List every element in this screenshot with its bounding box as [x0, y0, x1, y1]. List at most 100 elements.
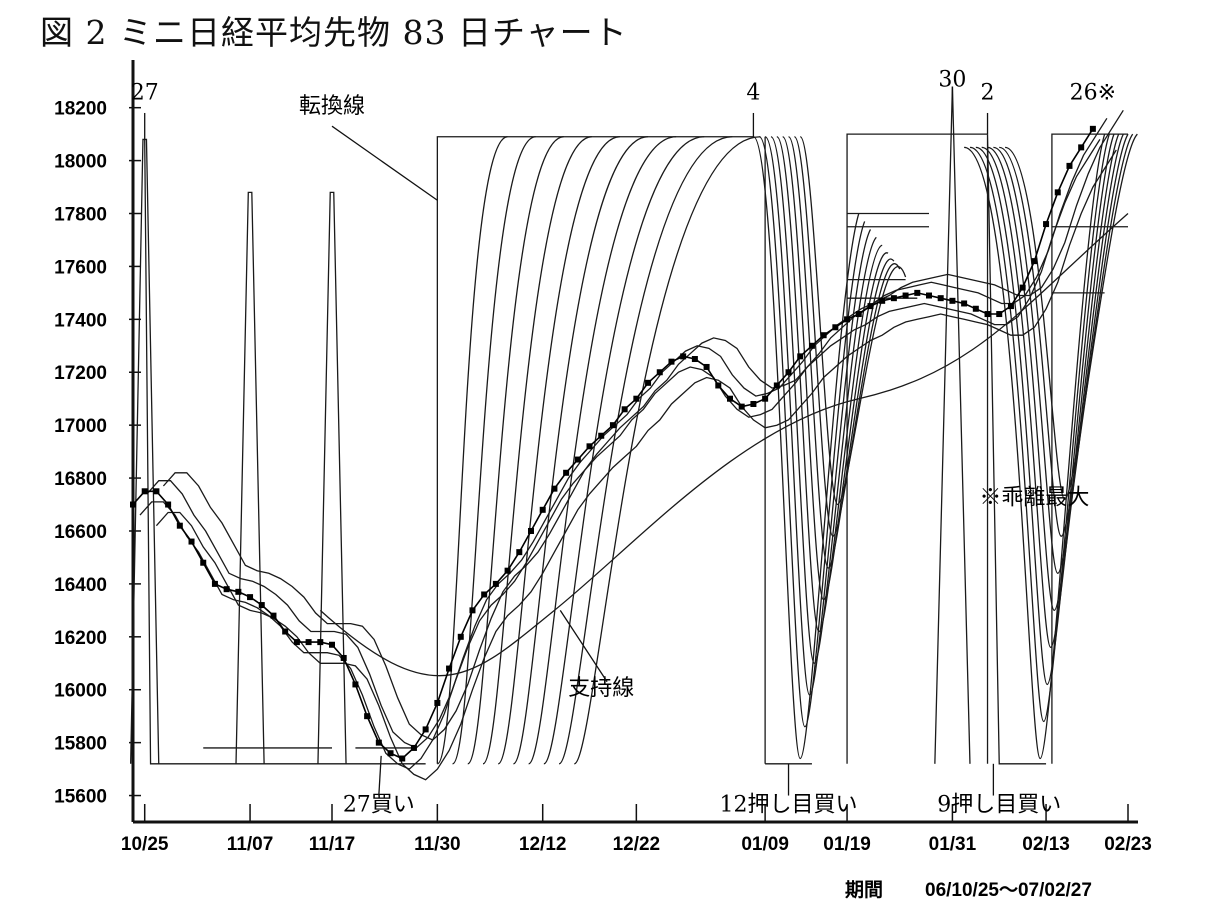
indicator-line	[999, 133, 1134, 537]
price-point	[130, 501, 136, 508]
y-tick-label: 17200	[54, 363, 107, 384]
indicator-line	[130, 138, 160, 764]
annotation: 4	[746, 81, 760, 106]
price-point	[563, 469, 570, 476]
price-point	[481, 591, 488, 598]
price-point	[668, 358, 675, 365]
price-point	[855, 311, 862, 318]
price-point	[165, 501, 172, 508]
price-point	[539, 506, 546, 513]
y-tick-label: 16600	[54, 522, 107, 543]
price-point	[715, 382, 722, 389]
price-point	[890, 295, 897, 302]
price-point	[621, 406, 628, 413]
price-point	[656, 369, 663, 376]
price-point	[926, 292, 932, 299]
x-tick-label: 10/25	[121, 834, 169, 855]
annotation: 26※	[1070, 81, 1116, 106]
price-point	[387, 750, 394, 757]
indicator-line	[144, 139, 426, 765]
price-point	[586, 443, 593, 450]
price-point	[785, 369, 792, 376]
price-point	[434, 699, 441, 706]
indicator-line	[752, 136, 860, 760]
annotation-leader	[378, 755, 382, 796]
price-point	[410, 744, 417, 751]
indicator-line	[758, 136, 866, 728]
indicator-line	[993, 133, 1129, 574]
price-point	[235, 588, 242, 595]
annotation: 12押し目買い	[720, 792, 858, 817]
indicator-line	[317, 191, 347, 764]
price-point	[153, 488, 160, 495]
indicator-line	[776, 136, 883, 633]
indicator-line	[986, 134, 1047, 765]
price-point	[1019, 284, 1026, 291]
price-point	[598, 432, 605, 439]
indicator-line	[451, 136, 536, 765]
price-point	[773, 382, 780, 389]
price-point	[1054, 189, 1061, 196]
price-point	[867, 303, 874, 310]
price-point	[551, 485, 558, 492]
price-point	[645, 379, 652, 386]
price-point	[574, 456, 581, 463]
price-point	[808, 342, 815, 349]
price-point	[270, 612, 277, 619]
indicator-line	[146, 117, 1108, 749]
indicator-line	[155, 149, 1117, 781]
x-tick-label: 11/17	[309, 834, 356, 855]
y-tick-label: 16400	[54, 575, 107, 596]
x-tick-label: 01/31	[929, 834, 977, 855]
indicator-line	[847, 212, 929, 228]
price-point	[727, 395, 733, 402]
y-tick-label: 18200	[54, 99, 107, 120]
price-point	[258, 602, 265, 609]
x-tick-label: 02/13	[1022, 834, 1070, 855]
indicator-line	[235, 191, 265, 764]
price-point	[317, 639, 324, 646]
price-point	[680, 353, 687, 360]
chart-title: 図 2 ミニ日経平均先物 83 日チャート	[40, 13, 628, 52]
price-point	[141, 488, 148, 495]
indicator-line	[770, 136, 877, 664]
indicator-line	[787, 136, 895, 569]
indicator-line	[934, 86, 971, 764]
indicator-line	[1004, 133, 1138, 500]
annotation-leader	[331, 125, 438, 201]
price-point	[293, 639, 300, 646]
indicator-line	[497, 136, 620, 765]
indicator-line	[482, 136, 592, 765]
x-tick-label: 11/30	[414, 834, 461, 855]
indicator-line	[558, 136, 733, 765]
x-tick-label: 01/09	[741, 834, 789, 855]
x-tick-label: 11/07	[227, 834, 274, 855]
annotation: 転換線	[299, 94, 365, 119]
price-point	[961, 300, 968, 307]
indicator-line	[573, 136, 761, 765]
y-tick-label: 16800	[54, 469, 107, 490]
price-point	[352, 681, 359, 688]
annotation-leader	[559, 609, 608, 683]
annotation: 27買い	[343, 792, 415, 817]
price-point	[609, 422, 616, 429]
price-point	[914, 289, 921, 296]
indicator-line	[139, 139, 1101, 770]
price-point	[364, 713, 371, 720]
y-tick-label: 17400	[54, 310, 107, 331]
price-point	[375, 739, 382, 746]
price-point	[750, 400, 757, 407]
price-point	[972, 305, 979, 312]
price-point	[469, 607, 476, 614]
indicator-line	[319, 213, 1129, 677]
indicator-line	[528, 136, 677, 765]
price-point	[984, 311, 991, 318]
price-point	[211, 580, 218, 587]
indicator-line	[1051, 226, 1128, 294]
price-point	[996, 311, 1003, 318]
price-point	[937, 295, 944, 302]
y-tick-label: 18000	[54, 152, 107, 173]
indicator-line	[846, 133, 988, 764]
price-point	[492, 580, 499, 587]
indicator-line	[987, 133, 1124, 612]
